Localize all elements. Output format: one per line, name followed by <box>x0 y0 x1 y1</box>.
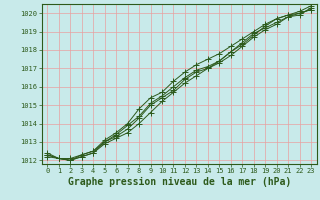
X-axis label: Graphe pression niveau de la mer (hPa): Graphe pression niveau de la mer (hPa) <box>68 177 291 187</box>
